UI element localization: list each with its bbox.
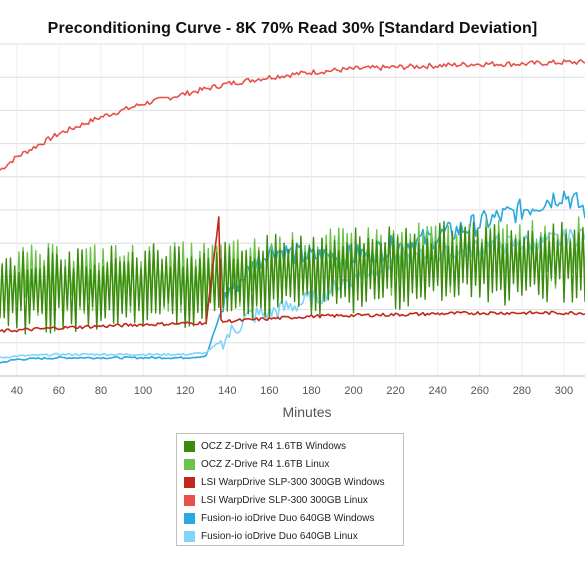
legend-label: Fusion-io ioDrive Duo 640GB Linux <box>201 530 358 542</box>
series-line <box>0 216 585 333</box>
chart-plot: 40 60 80 100 120 140 160 180 200 220 240 260 280 300 … <box>0 43 585 420</box>
legend-item-ocz-linux: OCZ Z-Drive R4 1.6TB Linux <box>184 455 403 473</box>
legend-item-lsi-linux: LSI WarpDrive SLP-300 300GB Linux <box>184 491 403 509</box>
legend-label: LSI WarpDrive SLP-300 300GB Linux <box>201 494 368 506</box>
legend-item-lsi-windows: LSI WarpDrive SLP-300 300GB Windows <box>184 473 403 491</box>
x-tick-label: 220 <box>386 385 404 397</box>
legend-swatch <box>184 512 195 524</box>
legend-item-fusion-linux: Fusion-io ioDrive Duo 640GB Linux <box>184 527 403 545</box>
legend-label: OCZ Z-Drive R4 1.6TB Windows <box>201 440 347 452</box>
legend: OCZ Z-Drive R4 1.6TB Windows OCZ Z-Drive… <box>176 433 404 546</box>
series-line <box>0 221 585 335</box>
series-line <box>0 59 585 171</box>
chart-title: Preconditioning Curve - 8K 70% Read 30% … <box>47 20 538 37</box>
x-tick-label: 120 <box>176 385 194 397</box>
x-tick-label: 80 <box>95 385 107 397</box>
x-axis: 40 60 80 100 120 140 160 180 200 220 240 260 280 300 <box>0 375 585 397</box>
x-axis-label: Minutes <box>282 404 331 420</box>
x-tick-label: 140 <box>218 385 236 397</box>
legend-label: LSI WarpDrive SLP-300 300GB Windows <box>201 476 385 488</box>
legend-label: Fusion-io ioDrive Duo 640GB Windows <box>201 512 375 524</box>
x-tick-label: 280 <box>513 385 531 397</box>
series-layer <box>0 59 585 364</box>
x-tick-label: 300 <box>555 385 573 397</box>
x-tick-label: 260 <box>471 385 489 397</box>
x-tick-label: 160 <box>260 385 278 397</box>
x-tick-label: 180 <box>302 385 320 397</box>
legend-swatch <box>184 494 195 506</box>
x-tick-label: 60 <box>53 385 65 397</box>
x-tick-label: 40 <box>11 385 23 397</box>
legend-label: OCZ Z-Drive R4 1.6TB Linux <box>201 458 330 470</box>
x-tick-label: 240 <box>429 385 447 397</box>
legend-swatch <box>184 476 195 488</box>
legend-swatch <box>184 440 195 452</box>
legend-item-ocz-windows: OCZ Z-Drive R4 1.6TB Windows <box>184 437 403 455</box>
legend-swatch <box>184 530 195 542</box>
legend-item-fusion-windows: Fusion-io ioDrive Duo 640GB Windows <box>184 509 403 527</box>
x-tick-label: 100 <box>134 385 152 397</box>
x-tick-label: 200 <box>344 385 362 397</box>
legend-swatch <box>184 458 195 470</box>
